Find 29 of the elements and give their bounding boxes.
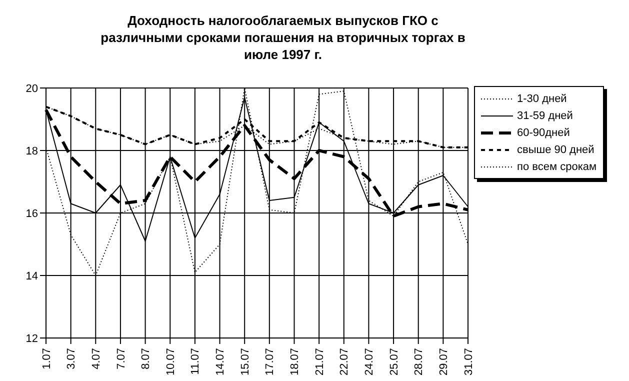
x-tick-label: 10.07: [164, 348, 177, 376]
x-tick-label: 24.07: [364, 348, 376, 376]
x-tick-label: 17.07: [264, 348, 276, 376]
legend-label: 1-30 дней: [517, 92, 567, 104]
legend-label: по всем срокам: [517, 160, 597, 172]
x-tick-label: 8.07: [140, 348, 152, 370]
y-tick-label: 20: [26, 82, 38, 95]
x-tick-label: 4.07: [90, 348, 102, 370]
x-tick-label: 22.07: [338, 348, 351, 376]
y-tick-label: 18: [26, 145, 38, 158]
x-tick-label: 18.07: [289, 348, 302, 376]
x-tick-label: 28.07: [413, 348, 426, 376]
x-tick-label: 21.07: [314, 348, 326, 376]
legend-label: 60-90дней: [517, 126, 570, 138]
x-tick-label: 14.07: [214, 348, 227, 376]
legend-label: свыше 90 дней: [517, 144, 594, 156]
x-tick-label: 11.07: [190, 348, 202, 375]
x-tick-label: 1.07: [40, 348, 53, 370]
x-tick-label: 3.07: [66, 348, 78, 370]
x-tick-label: 25.07: [388, 348, 400, 376]
y-tick-label: 14: [26, 270, 38, 282]
x-tick-label: 29.07: [438, 348, 450, 376]
y-tick-label: 16: [26, 208, 38, 220]
chart-title: Доходность налогооблагаемых выпусков ГКО с различными сроками погашения на вторичных торгах в июле 1997 г.: [100, 12, 466, 63]
y-tick-label: 12: [26, 332, 38, 345]
x-tick-label: 15.07: [239, 348, 252, 376]
x-tick-label: 7.07: [115, 348, 128, 370]
legend-label: 31-59 дней: [517, 110, 573, 122]
x-tick-label: 31.07: [462, 348, 475, 376]
